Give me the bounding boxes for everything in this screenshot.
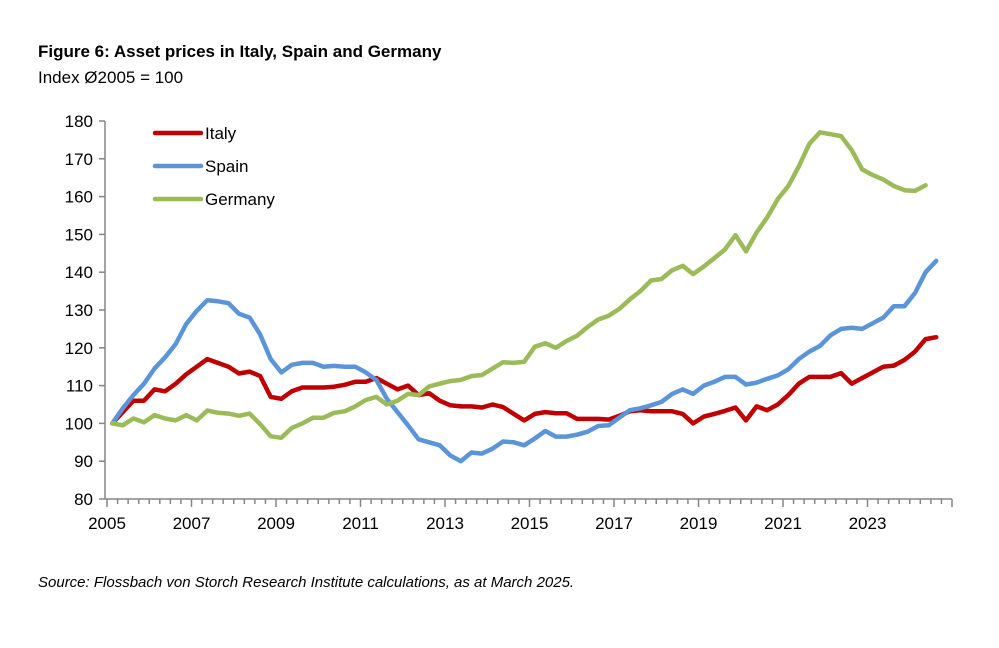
- y-tick-label: 150: [65, 225, 93, 244]
- y-tick-label: 160: [65, 188, 93, 207]
- x-tick-label: 2009: [257, 514, 295, 533]
- axes: 80 90 100 110 120 130 140 150 160 170 180 2005 2007 2…: [65, 112, 953, 533]
- y-tick-label: 120: [65, 339, 93, 358]
- x-tick-label: 2015: [511, 514, 549, 533]
- x-tick-label: 2007: [173, 514, 211, 533]
- legend: Italy Spain Germany: [152, 124, 275, 209]
- series-line-italy: [110, 334, 939, 426]
- y-tick-label: 110: [66, 377, 93, 396]
- legend-label-germany: Germany: [205, 190, 275, 209]
- series-line-spain: [110, 258, 939, 464]
- chart-title: Figure 6: Asset prices in Italy, Spain a…: [38, 42, 442, 61]
- y-tick-label: 170: [65, 150, 93, 169]
- y-tick-label: 180: [65, 112, 93, 131]
- x-tick-label: 2005: [88, 514, 126, 533]
- x-tick-label: 2011: [342, 514, 379, 533]
- legend-label-spain: Spain: [205, 157, 248, 176]
- series-layer: [110, 130, 939, 464]
- y-tick-label: 90: [74, 452, 93, 471]
- y-tick-label: 80: [74, 490, 93, 509]
- x-tick-label: 2019: [680, 514, 718, 533]
- x-tick-label: 2023: [849, 514, 887, 533]
- chart-subtitle: Index Ø2005 = 100: [38, 68, 184, 87]
- x-tick-label: 2021: [764, 514, 802, 533]
- y-tick-label: 140: [65, 263, 93, 282]
- series-line-germany: [110, 130, 928, 441]
- y-tick-label: 130: [65, 301, 93, 320]
- y-tick-label: 100: [65, 414, 93, 433]
- source-note: Source: Flossbach von Storch Research In…: [38, 574, 575, 591]
- x-tick-label: 2017: [595, 514, 633, 533]
- legend-label-italy: Italy: [205, 124, 237, 143]
- x-tick-label: 2013: [426, 514, 464, 533]
